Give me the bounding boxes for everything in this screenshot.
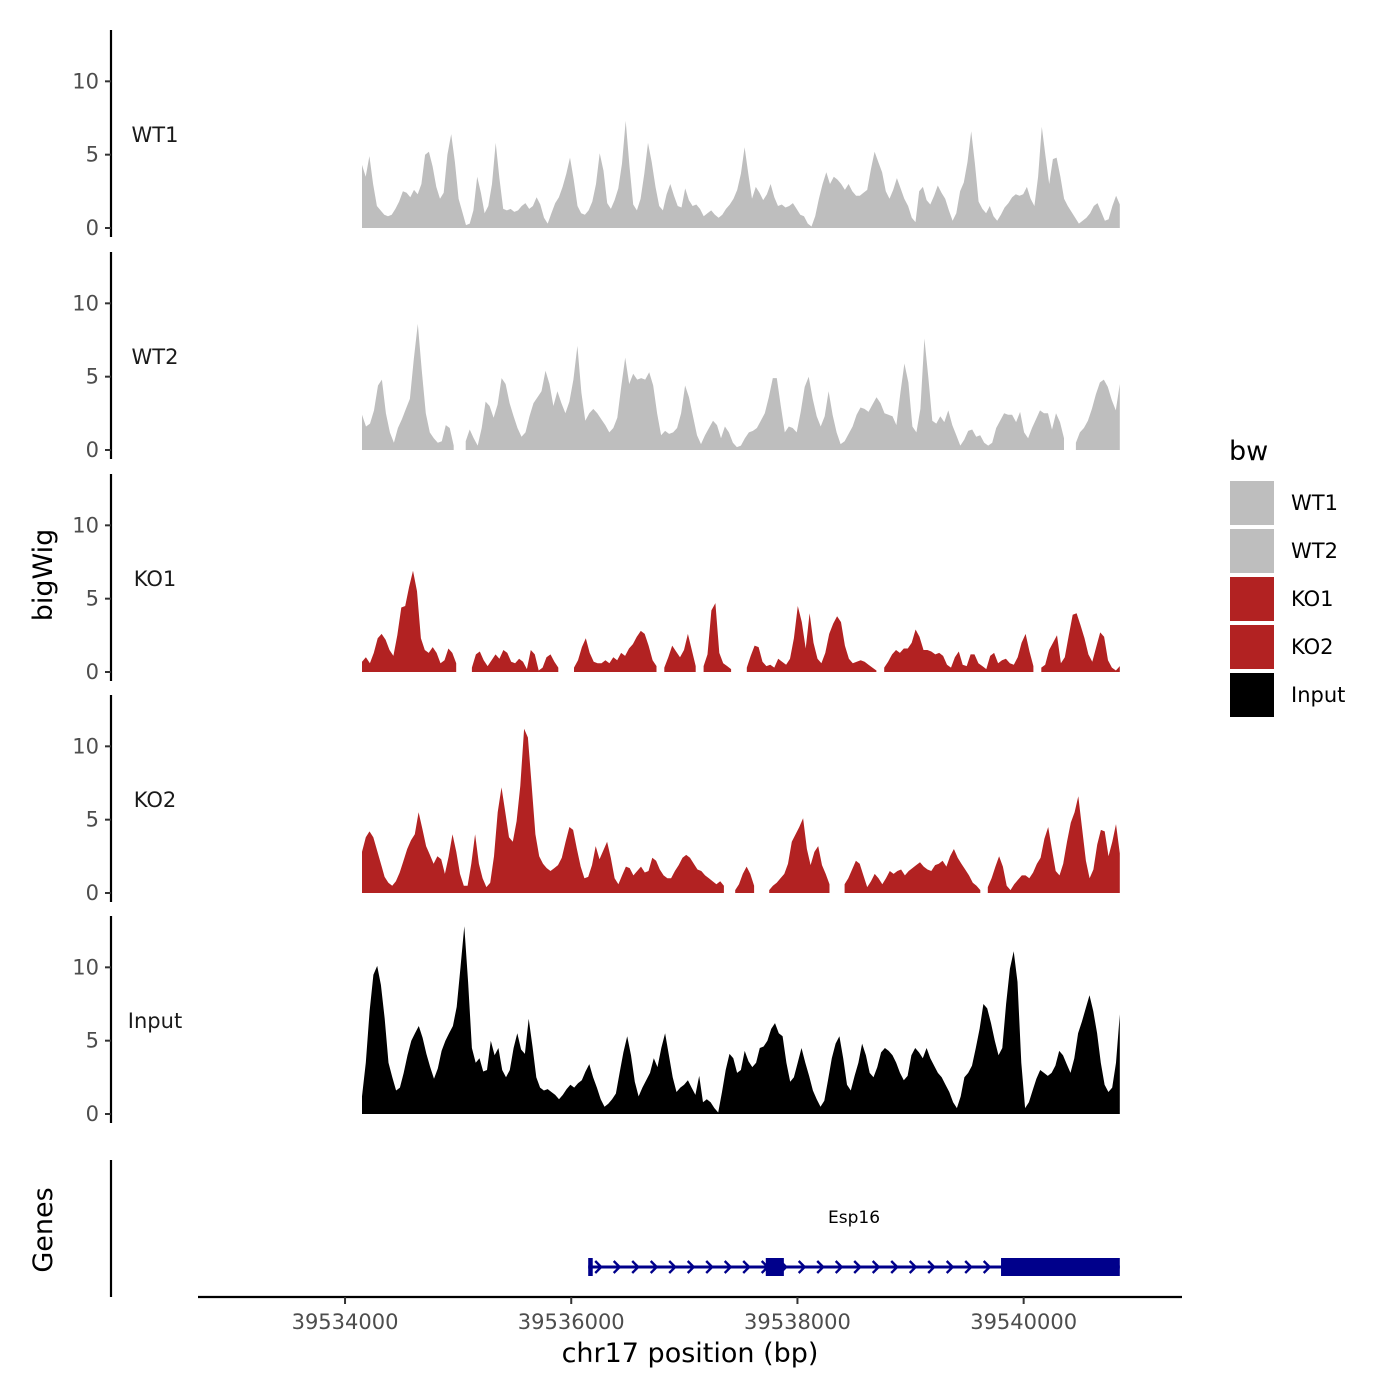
y-tick-label-WT1-5: 5 [86,143,99,167]
legend-swatch-WT1 [1228,479,1276,527]
track-label-KO2: KO2 [134,788,177,812]
x-tick-label-39536000: 39536000 [518,1310,625,1334]
y-tick-label-WT2-5: 5 [86,365,99,389]
genes-panel: 39534000 39536000 39538000 39540000 Esp16 [109,1160,1182,1334]
y-tick-label-KO1-0: 0 [86,660,99,684]
legend-label-KO1: KO1 [1291,587,1334,611]
strand-arrow-icon [908,1260,918,1274]
legend-entry-WT2: WT2 [1228,527,1338,575]
legend-label-WT1: WT1 [1291,491,1338,515]
y-tick-label-KO2-0: 0 [86,881,99,905]
y-tick-label-WT2-10: 10 [72,291,99,315]
track-KO2: 0 5 10 KO2 [72,695,1120,905]
track-label-WT1: WT1 [132,123,179,147]
y-tick-label-Input-0: 0 [86,1102,99,1126]
y-tick-label-WT1-10: 10 [72,69,99,93]
strand-arrow-icon [686,1260,696,1274]
strand-arrow-icon [890,1260,899,1274]
strand-arrow-icon [631,1260,640,1274]
gene-models: Esp16 [588,1208,1120,1276]
legend-entry-WT1: WT1 [1228,479,1338,527]
strand-arrow-icon [816,1260,825,1274]
track-label-WT2: WT2 [132,345,179,369]
track-label-Input: Input [128,1009,182,1033]
strand-arrow-icon [982,1260,992,1274]
y-tick-label-KO1-10: 10 [72,513,99,537]
legend-swatch-Input [1228,671,1276,719]
coverage-area-WT1 [362,120,1120,228]
strand-arrow-icon [594,1260,603,1274]
gene-Esp16: Esp16 [588,1208,1120,1276]
legend-swatch-KO2 [1228,623,1276,671]
legend-entry-KO1: KO1 [1228,575,1334,623]
track-KO1: 0 5 10 KO1 [72,474,1120,684]
x-tick-label-39540000: 39540000 [970,1310,1077,1334]
bigwig-tracks: 0 5 10 WT1 0 5 10 WT2 0 5 10 KO1 0 5 10 KO2 0 5 10 Input [72,30,1120,1126]
strand-arrow-icon [797,1260,807,1274]
gene-label-Esp16: Esp16 [828,1208,880,1228]
y-tick-label-KO1-5: 5 [86,587,99,611]
y-tick-label-Input-10: 10 [72,955,99,979]
legend-entry-Input: Input [1228,671,1345,719]
track-label-KO1: KO1 [134,567,177,591]
track-WT2: 0 5 10 WT2 [72,252,1120,462]
strand-arrow-icon [853,1260,862,1274]
y-tick-label-KO2-5: 5 [86,808,99,832]
legend-label-KO2: KO2 [1291,635,1334,659]
strand-arrow-icon [649,1260,659,1274]
strand-arrow-icon [742,1260,751,1274]
legend: bw WT1 WT2 KO1 KO2 Input [1228,436,1345,719]
x-axis-title: chr17 position (bp) [562,1338,819,1369]
strand-arrow-icon [834,1260,844,1274]
coverage-area-Input [362,926,1120,1114]
y-axis-title: bigWig [28,529,59,622]
genes-track-title: Genes [28,1187,59,1272]
strand-arrow-icon [668,1260,677,1274]
y-tick-label-KO2-10: 10 [72,734,99,758]
legend-swatch-WT2 [1228,527,1276,575]
y-tick-label-WT1-0: 0 [86,216,99,240]
legend-label-Input: Input [1291,683,1345,707]
strand-arrow-icon [927,1260,936,1274]
legend-title: bw [1229,436,1268,467]
track-Input: 0 5 10 Input [72,916,1120,1126]
x-axis-ticks: 39534000 39536000 39538000 39540000 [292,1297,1077,1334]
y-tick-label-Input-5: 5 [86,1029,99,1053]
strand-arrow-icon [945,1260,955,1274]
x-tick-label-39538000: 39538000 [744,1310,851,1334]
track-WT1: 0 5 10 WT1 [72,30,1120,240]
y-tick-label-WT2-0: 0 [86,438,99,462]
strand-arrow-icon [723,1260,733,1274]
exon-1 [588,1258,593,1276]
strand-arrow-icon [705,1260,714,1274]
strand-arrow-icon [964,1260,973,1274]
exon-2 [765,1258,784,1276]
coverage-area-WT2 [362,323,1120,450]
exon-3 [1001,1258,1120,1276]
x-tick-label-39534000: 39534000 [292,1310,399,1334]
coverage-area-KO2 [362,728,1120,893]
strand-arrow-icon [871,1260,881,1274]
legend-entry-KO2: KO2 [1228,623,1334,671]
strand-arrow-icon [612,1260,622,1274]
legend-entries: WT1 WT2 KO1 KO2 Input [1228,479,1345,719]
coverage-area-KO1 [362,570,1120,672]
legend-swatch-KO1 [1228,575,1276,623]
legend-label-WT2: WT2 [1291,539,1338,563]
